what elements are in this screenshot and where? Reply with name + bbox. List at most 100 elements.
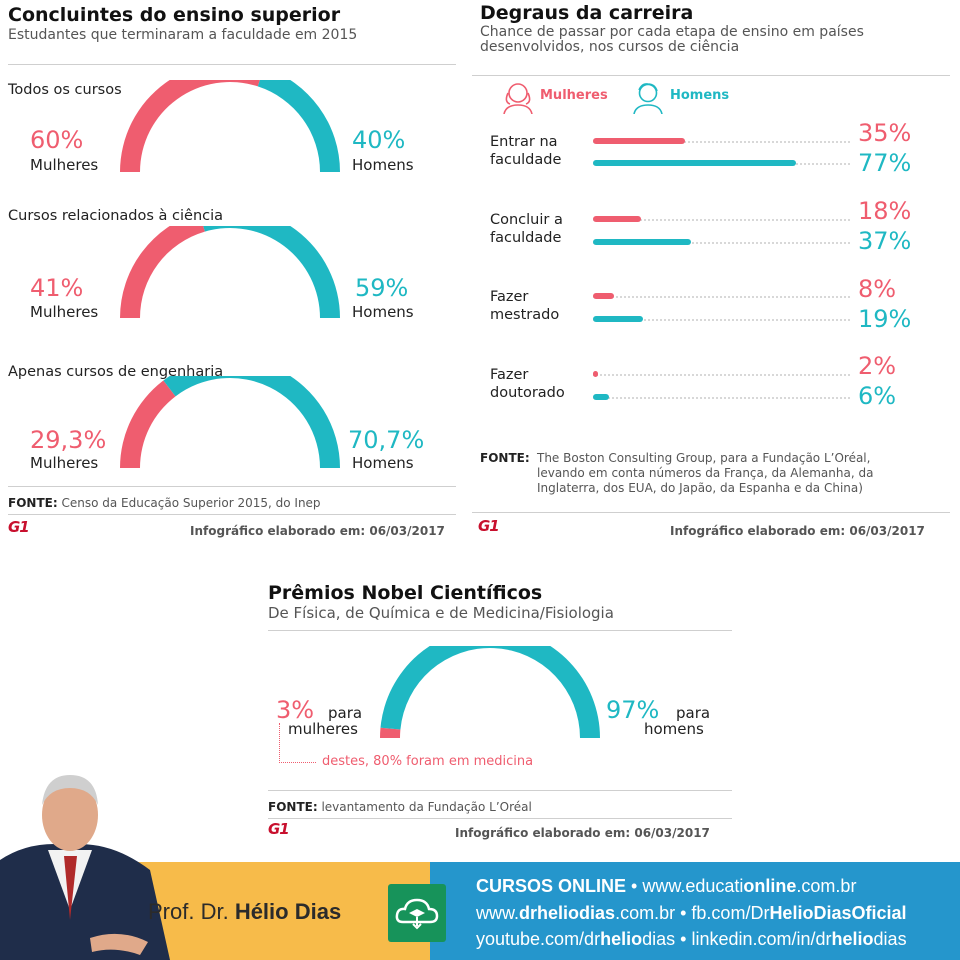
panel3-title: Prêmios Nobel Científicos — [268, 582, 543, 604]
men-label: Homens — [352, 303, 414, 321]
source-label: FONTE: — [268, 800, 318, 814]
url-part: .com.br — [796, 876, 857, 896]
arc-women — [120, 80, 260, 172]
panel2-subtitle: Chance de passar por cada etapa de ensin… — [480, 24, 864, 55]
bar-men — [593, 239, 691, 245]
panel1-title: Concluintes do ensino superior — [8, 4, 341, 26]
panel1-subtitle: Estudantes que terminaram a faculdade em… — [8, 27, 358, 43]
stage-label: Concluir a faculdade — [490, 212, 563, 246]
women-label: Mulheres — [30, 156, 99, 174]
divider — [8, 486, 456, 487]
courses-label: CURSOS ONLINE — [476, 876, 627, 896]
legend-men: Homens — [670, 88, 730, 103]
women-label: Mulheres — [30, 303, 99, 321]
presenter-name: Prof. Dr. Hélio Dias — [148, 899, 341, 925]
url-part: fb.com/Dr — [691, 903, 770, 923]
site-link[interactable]: www.educationline.com.br — [642, 876, 856, 896]
women-percent: 18% — [858, 197, 912, 225]
url-part: .com.br — [615, 903, 676, 923]
arc-women — [120, 380, 176, 468]
dotted-guide — [593, 296, 850, 298]
women-percent: 8% — [858, 275, 897, 303]
half-donut-chart — [120, 376, 340, 468]
url-part: dias — [579, 903, 616, 923]
men-percent: 19% — [858, 305, 912, 333]
bar-men — [593, 394, 609, 400]
panel3-subtitle: De Física, de Química e de Medicina/Fisi… — [268, 604, 614, 622]
linkedin-link[interactable]: linkedin.com/in/drheliodias — [691, 929, 906, 949]
women-percent: 35% — [858, 119, 912, 147]
footer-links-band — [430, 862, 960, 960]
source-note: FONTE: levantamento da Fundação L’Oréal — [268, 800, 532, 814]
source-label: FONTE: — [8, 496, 58, 510]
men-percent: 37% — [858, 227, 912, 255]
women-percent: 41% — [30, 274, 84, 302]
women-percent: 2% — [858, 352, 897, 380]
men-percent: 59% — [355, 274, 409, 302]
g1-logo: G1 — [268, 820, 290, 838]
source-text: Censo da Educação Superior 2015, do Inep — [61, 496, 321, 510]
women-label: para — [328, 704, 363, 722]
men-label: para — [676, 704, 711, 722]
women-label: Mulheres — [30, 454, 99, 472]
url-part: HelioDiasOficial — [769, 903, 907, 923]
stage-label: Entrar na faculdade — [490, 134, 562, 168]
arc-women — [120, 226, 205, 318]
divider — [8, 514, 456, 515]
separator: • — [680, 903, 687, 923]
youtube-link[interactable]: youtube.com/drheliodias — [476, 929, 675, 949]
dotted-guide — [593, 141, 850, 143]
bar-women — [593, 216, 641, 222]
dotted-guide — [593, 219, 850, 221]
url-part: www.educati — [642, 876, 744, 896]
stage-label: Fazer mestrado — [490, 289, 560, 323]
infographic-date: Infográfico elaborado em: 06/03/2017 — [670, 524, 925, 538]
g1-logo: G1 — [478, 517, 500, 535]
women-label: mulheres — [288, 720, 358, 738]
name-prefix: Prof. Dr. — [148, 899, 229, 924]
stage-label: Fazer doutorado — [490, 367, 565, 401]
infographic-date: Infográfico elaborado em: 06/03/2017 — [190, 524, 445, 538]
arc-men — [380, 646, 600, 738]
men-percent: 40% — [352, 126, 406, 154]
footer-line-sites: www.drheliodias.com.br • fb.com/DrHelioD… — [476, 903, 907, 924]
url-part: youtube.com/dr — [476, 929, 601, 949]
bar-women — [593, 371, 599, 377]
men-label: Homens — [352, 156, 414, 174]
name-bold: Hélio Dias — [234, 899, 342, 924]
url-part: dias — [873, 929, 907, 949]
divider — [8, 64, 456, 65]
url-part: helio — [831, 929, 874, 949]
bar-men — [593, 316, 644, 322]
separator: • — [631, 876, 638, 896]
facebook-link[interactable]: fb.com/DrHelioDiasOficial — [691, 903, 906, 923]
g1-logo: G1 — [8, 518, 30, 536]
separator: • — [680, 929, 687, 949]
source-note: FONTE: Censo da Educação Superior 2015, … — [8, 496, 456, 510]
men-percent: 6% — [858, 382, 897, 410]
footer-line-social: youtube.com/drheliodias • linkedin.com/i… — [476, 929, 907, 950]
source-label: FONTE: — [480, 451, 530, 465]
women-percent: 29,3% — [30, 426, 107, 454]
cloud-glyph — [395, 898, 439, 930]
site-link[interactable]: www.drheliodias.com.br — [476, 903, 675, 923]
men-percent: 77% — [858, 149, 912, 177]
footer-line-courses[interactable]: CURSOS ONLINE • www.educationline.com.br — [476, 876, 856, 897]
panel2-title: Degraus da carreira — [480, 2, 694, 24]
donut-title: Apenas cursos de engenharia — [8, 364, 224, 380]
source-label-text: FONTE: — [480, 451, 530, 465]
men-label: Homens — [352, 454, 414, 472]
half-donut-chart — [380, 646, 600, 738]
url-part: helio — [600, 929, 643, 949]
men-percent: 97% — [606, 696, 660, 724]
source-text: levantamento da Fundação L’Oréal — [321, 800, 532, 814]
man-icon — [633, 83, 663, 114]
source-text: The Boston Consulting Group, para a Fund… — [537, 451, 874, 495]
url-part: dias — [642, 929, 676, 949]
donut-title: Todos os cursos — [8, 82, 122, 98]
arc-men — [163, 376, 340, 468]
arc-men — [257, 80, 340, 172]
dotted-guide — [593, 242, 850, 244]
url-part: linkedin.com/in/dr — [691, 929, 832, 949]
divider — [472, 75, 950, 76]
